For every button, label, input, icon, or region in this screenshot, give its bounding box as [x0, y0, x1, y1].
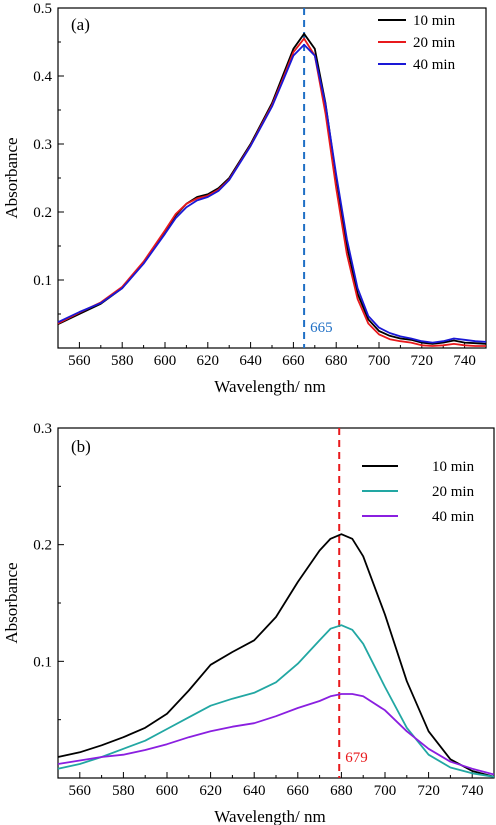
x-tick-label: 620	[199, 783, 222, 799]
y-tick-label: 0.5	[33, 1, 52, 17]
x-tick-label: 560	[68, 353, 91, 369]
x-tick-label: 660	[282, 353, 305, 369]
series-line-2	[57, 693, 495, 776]
y-tick-label: 0.1	[33, 654, 52, 670]
x-tick-label: 680	[330, 783, 353, 799]
legend: 10 min 20 min 40 min	[362, 459, 475, 525]
series-line-2	[57, 43, 487, 344]
legend-label: 20 min	[432, 484, 475, 500]
y-tick-label: 0.4	[33, 69, 52, 85]
y-tick-label: 0.2	[33, 538, 52, 554]
legend-label: 10 min	[432, 459, 475, 475]
x-tick-label: 740	[453, 353, 476, 369]
y-tick-label: 0.1	[33, 273, 52, 289]
panel-b-axes: 560 580 600 620 640 660 680 700 720 740 0.1 0.2 0.3 6…	[33, 421, 495, 799]
series-line-1	[57, 37, 486, 347]
x-tick-label: 720	[411, 353, 434, 369]
x-tick-label: 640	[243, 783, 266, 799]
panel-a-ylabel: Absorbance	[2, 137, 21, 218]
y-tick-label: 0.3	[33, 421, 52, 437]
panel-a-xlabel: Wavelength/ nm	[214, 377, 325, 396]
legend-label: 40 min	[413, 57, 456, 73]
y-tick-label: 0.2	[33, 205, 52, 221]
panel-a-axes: 560 580 600 620 640 660 680 700 720 740 0.1 0.2 0.3 0…	[33, 1, 487, 369]
y-tick-label: 0.3	[33, 137, 52, 153]
x-tick-label: 580	[112, 783, 135, 799]
panel-b-label: (b)	[71, 437, 91, 456]
x-tick-label: 560	[69, 783, 92, 799]
panel-a-label: (a)	[71, 15, 90, 34]
x-tick-label: 680	[325, 353, 348, 369]
legend-label: 10 min	[413, 13, 456, 29]
panel-b-ylabel: Absorbance	[2, 562, 21, 643]
x-tick-label: 740	[461, 783, 484, 799]
x-tick-label: 660	[287, 783, 310, 799]
series-line-0	[57, 32, 487, 345]
series-line-0	[57, 533, 495, 778]
panel-b-xlabel: Wavelength/ nm	[214, 807, 325, 825]
x-tick-label: 640	[239, 353, 262, 369]
x-tick-label: 600	[154, 353, 177, 369]
legend-label: 40 min	[432, 509, 475, 525]
x-tick-label: 580	[111, 353, 134, 369]
x-tick-label: 720	[417, 783, 440, 799]
panel-b: (b) Absorbance Wavelength/ nm 560 580 600 6…	[2, 421, 495, 825]
x-tick-label: 600	[156, 783, 179, 799]
x-tick-label: 700	[374, 783, 397, 799]
legend-label: 20 min	[413, 35, 456, 51]
plot-frame	[57, 427, 495, 779]
panel-a: (a) Absorbance Wavelength/ nm 560 580 600 6…	[2, 1, 487, 396]
reference-line-label: 665	[310, 320, 333, 336]
x-tick-label: 620	[197, 353, 220, 369]
x-tick-label: 700	[368, 353, 391, 369]
legend: 10 min 20 min 40 min	[378, 13, 456, 73]
reference-line-label: 679	[345, 750, 368, 766]
